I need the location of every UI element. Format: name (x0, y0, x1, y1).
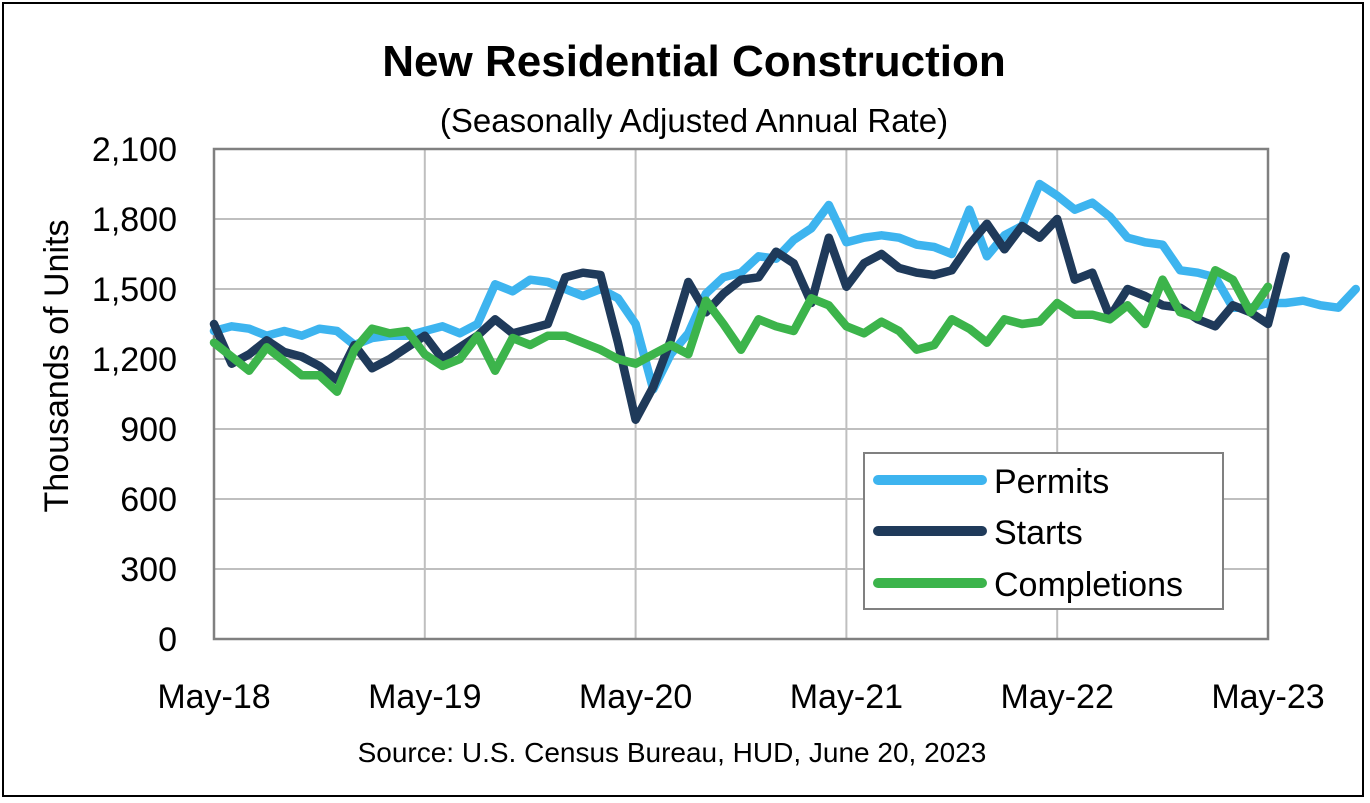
x-tick-label: May-23 (1211, 678, 1324, 716)
y-tick-label: 1,200 (92, 341, 177, 379)
series-lines (209, 179, 1361, 424)
y-tick-label: 600 (120, 481, 177, 519)
series-line-starts (209, 214, 1290, 424)
line-chart: New Residential Construction (Seasonally… (38, 37, 1361, 768)
legend-label-permits: Permits (994, 463, 1109, 501)
x-tick-label: May-19 (368, 678, 481, 716)
series-line-permits (209, 179, 1361, 394)
x-tick-label: May-21 (790, 678, 903, 716)
x-tick-label: May-22 (1001, 678, 1114, 716)
y-tick-label: 2,100 (92, 131, 177, 169)
y-axis-label: Thousands of Units (38, 220, 76, 513)
y-tick-label: 0 (158, 621, 177, 659)
x-tick-label: May-18 (157, 678, 270, 716)
series-line-completions (209, 266, 1273, 396)
y-tick-label: 900 (120, 411, 177, 449)
chart-title: New Residential Construction (382, 37, 1005, 86)
legend-label-starts: Starts (994, 514, 1083, 552)
legend: Permits Starts Completions (863, 452, 1224, 610)
y-axis-ticks: 0 300 600 900 1,200 1,500 1,800 2,100 (92, 131, 177, 659)
y-tick-label: 1,800 (92, 201, 177, 239)
source-note: Source: U.S. Census Bureau, HUD, June 20… (358, 737, 987, 768)
x-tick-label: May-20 (579, 678, 692, 716)
x-axis-ticks: May-18 May-19 May-20 May-21 May-22 May-23 (157, 678, 1324, 716)
plot-area-border (212, 147, 1270, 641)
legend-label-completions: Completions (994, 566, 1183, 604)
y-tick-label: 300 (120, 551, 177, 589)
chart-subtitle: (Seasonally Adjusted Annual Rate) (440, 102, 948, 139)
y-tick-label: 1,500 (92, 271, 177, 309)
